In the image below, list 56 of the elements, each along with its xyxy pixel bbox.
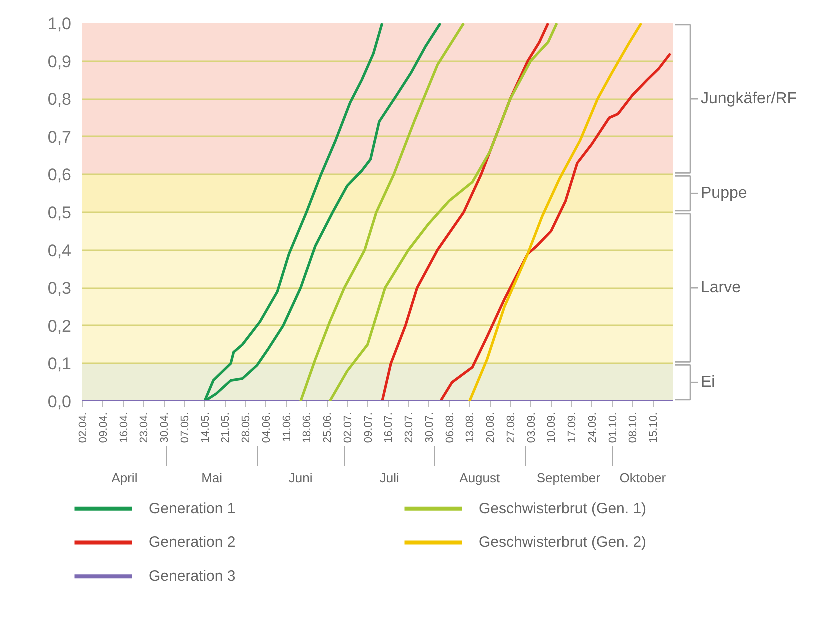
y-tick-label: 0,0 <box>48 392 72 412</box>
text: Oktober <box>620 470 667 486</box>
x-tick-label: 30.04. <box>159 412 172 444</box>
x-tick-label: 04.06. <box>260 412 273 444</box>
x-tick-label: 06.08. <box>444 412 456 444</box>
x-tick-label: 23.04. <box>138 412 151 444</box>
legend-label: Geschwisterbrut (Gen. 1) <box>479 500 647 518</box>
x-tick-label: 15.10. <box>648 412 660 444</box>
y-tick-label: 0,3 <box>48 279 72 298</box>
x-tick-label: 01.10. <box>607 412 620 444</box>
band-label: Ei <box>701 374 716 392</box>
x-tick-label: 13.08. <box>464 412 477 444</box>
x-tick-label: 17.09. <box>566 412 579 444</box>
x-tick-label: 10.09. <box>546 412 558 444</box>
band-label: Jungkäfer/RF <box>701 90 798 108</box>
x-tick-label: 25.06. <box>322 412 334 444</box>
x-tick-label: 08.10. <box>628 412 640 444</box>
band-label: Puppe <box>701 185 748 202</box>
y-tick-label: 0,2 <box>48 316 72 336</box>
y-tick-label: 0,5 <box>48 204 72 222</box>
x-tick-label: 30.07. <box>424 412 436 444</box>
legend-label: Generation 2 <box>149 534 236 552</box>
x-tick-label: 09.04. <box>98 412 110 444</box>
text: September <box>536 470 602 486</box>
legend-label: Generation 1 <box>149 500 236 518</box>
x-tick-label: 09.07. <box>362 412 375 444</box>
y-tick-label: 0,9 <box>48 52 72 72</box>
text: Juni <box>288 470 313 486</box>
x-tick-label: 07.05. <box>179 412 192 444</box>
y-tick-label: 0,8 <box>48 90 72 110</box>
text: August <box>460 470 501 486</box>
x-tick-label: 24.09. <box>586 412 599 444</box>
x-tick-label: 18.06. <box>302 412 314 444</box>
text: Mai <box>202 470 223 486</box>
x-tick-label: 14.05. <box>200 412 212 444</box>
x-tick-label: 21.05. <box>220 412 232 444</box>
y-tick-label: 0,4 <box>48 241 72 260</box>
x-tick-label: 20.08. <box>485 412 498 444</box>
y-tick-label: 0,7 <box>48 128 72 147</box>
y-tick-label: 0,1 <box>48 354 72 374</box>
x-tick-label: 28.05. <box>240 412 253 444</box>
x-tick-label: 03.09. <box>526 412 538 444</box>
text: April <box>112 470 138 486</box>
y-tick-label: 0,6 <box>48 166 72 185</box>
x-tick-label: 02.04. <box>78 412 90 444</box>
band-label: Larve <box>701 280 742 297</box>
x-tick-label: 16.07. <box>383 412 396 444</box>
x-tick-label: 02.07. <box>342 412 354 444</box>
x-tick-label: 16.04. <box>118 412 130 444</box>
y-tick-label: 1,0 <box>48 14 72 34</box>
x-tick-label: 11.06. <box>281 412 294 442</box>
legend-label: Generation 3 <box>149 568 236 586</box>
text: Juli <box>380 470 400 486</box>
legend-label: Geschwisterbrut (Gen. 2) <box>479 534 647 552</box>
x-tick-label: 27.08. <box>505 412 518 444</box>
x-tick-label: 23.07. <box>404 412 416 444</box>
